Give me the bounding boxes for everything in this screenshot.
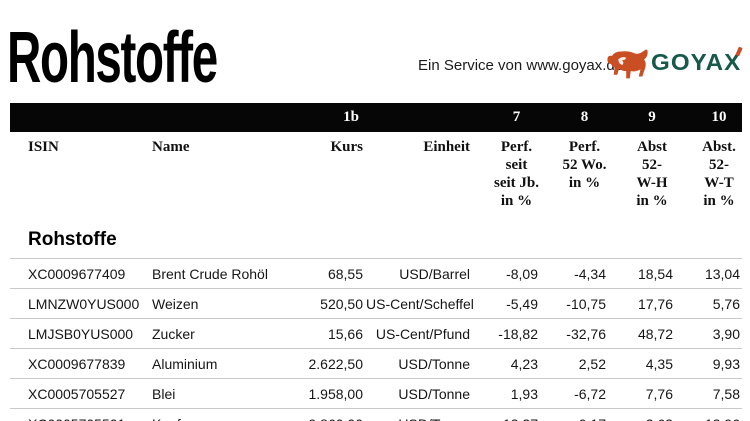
cell-perf-seit-jb: 4,23 xyxy=(472,348,540,379)
bar-number-9: 9 xyxy=(608,103,675,132)
cell-name: Kupfer xyxy=(150,408,300,421)
page-title: Rohstoffe xyxy=(7,18,218,98)
cell-kurs: 2.622,50 xyxy=(300,348,365,379)
cell-perf-52wo: 2,52 xyxy=(540,348,608,379)
table-row: LMNZW0YUS000 Weizen 520,50 US-Cent/Schef… xyxy=(10,288,742,319)
cell-abst-52wh: 18,54 xyxy=(608,258,675,289)
header-isin: ISIN xyxy=(28,139,59,155)
cell-isin: XC0009677409 xyxy=(10,258,150,289)
cell-name: Brent Crude Rohöl xyxy=(150,258,300,289)
bar-number-7: 7 xyxy=(472,103,540,132)
cell-kurs: 520,50 xyxy=(300,288,365,319)
cell-einheit: USD/Tonne xyxy=(365,348,472,379)
bar-cell-name xyxy=(150,103,300,132)
cell-perf-seit-jb: 13,27 xyxy=(472,408,540,421)
bar-cell-isin xyxy=(10,103,150,132)
table-row: XC0009677839 Aluminium 2.622,50 USD/Tonn… xyxy=(10,348,742,379)
cell-kurs: 15,66 xyxy=(300,318,365,349)
bar-cell-einheit xyxy=(365,103,472,132)
header-perf-seit-jb: Perf. seit seit Jb. in % xyxy=(494,139,539,209)
service-text: Ein Service von www.goyax.de xyxy=(418,57,624,74)
bar-number-8: 8 xyxy=(540,103,608,132)
header-abst-52wh: Abst 52- W-H in % xyxy=(636,139,668,209)
cell-name: Weizen xyxy=(150,288,300,319)
cell-abst-52wt: 13,04 xyxy=(675,258,742,289)
column-number-bar: 1b 7 8 9 10 xyxy=(10,103,742,132)
section-heading: Rohstoffe xyxy=(28,229,117,250)
cell-isin: LMJSB0YUS000 xyxy=(10,318,150,349)
cell-abst-52wh: 17,76 xyxy=(608,288,675,319)
cell-einheit: US-Cent/Scheffel xyxy=(365,288,474,319)
cell-perf-52wo: -32,76 xyxy=(540,318,608,349)
cell-abst-52wt: 3,90 xyxy=(675,318,742,349)
table-row: XC0009677409 Brent Crude Rohöl 68,55 USD… xyxy=(10,258,742,289)
table-row: XC0005705527 Blei 1.958,00 USD/Tonne 1,9… xyxy=(10,378,742,409)
cell-einheit: USD/Tonne xyxy=(365,378,472,409)
cell-perf-seit-jb: -18,82 xyxy=(472,318,540,349)
cell-kurs: 68,55 xyxy=(300,258,365,289)
cell-abst-52wh: 2,63 xyxy=(608,408,675,421)
cell-abst-52wt: 5,76 xyxy=(675,288,742,319)
goyax-logo: GOYAX xyxy=(606,44,748,84)
cell-kurs: 1.958,00 xyxy=(300,378,365,409)
cell-abst-52wh: 48,72 xyxy=(608,318,675,349)
header-perf-52wo: Perf. 52 Wo. in % xyxy=(562,139,607,191)
cell-isin: XC0005705527 xyxy=(10,378,150,409)
goyax-logo-text: GOYAX xyxy=(651,49,742,75)
cell-perf-52wo: -6,72 xyxy=(540,378,608,409)
bar-number-kurs: 1b xyxy=(300,103,365,132)
table-row: XC0005705501 Kupfer 9.860,00 USD/Tonne 1… xyxy=(10,408,742,421)
cell-perf-52wo: 0,17 xyxy=(540,408,608,421)
cell-name: Blei xyxy=(150,378,300,409)
bar-number-10: 10 xyxy=(675,103,742,132)
table-row: LMJSB0YUS000 Zucker 15,66 US-Cent/Pfund … xyxy=(10,318,742,349)
cell-abst-52wh: 4,35 xyxy=(608,348,675,379)
cell-abst-52wh: 7,76 xyxy=(608,378,675,409)
header-kurs: Kurs xyxy=(330,139,363,155)
cell-isin: XC0009677839 xyxy=(10,348,150,379)
cell-einheit: USD/Barrel xyxy=(365,258,472,289)
cell-isin: XC0005705501 xyxy=(10,408,150,421)
cell-name: Zucker xyxy=(150,318,300,349)
bull-icon xyxy=(607,49,648,79)
commodities-table: 1b 7 8 9 10 ISIN Name Kurs Einheit Perf.… xyxy=(10,103,742,421)
cell-einheit: US-Cent/Pfund xyxy=(365,318,472,349)
cell-perf-seit-jb: -5,49 xyxy=(472,288,540,319)
cell-perf-52wo: -10,75 xyxy=(540,288,608,319)
header-abst-52wt: Abst. 52- W-T in % xyxy=(702,139,736,209)
cell-perf-seit-jb: -8,09 xyxy=(472,258,540,289)
header-einheit: Einheit xyxy=(423,139,470,155)
cell-kurs: 9.860,00 xyxy=(300,408,365,421)
header-name: Name xyxy=(152,139,190,155)
cell-einheit: USD/Tonne xyxy=(365,408,472,421)
cell-perf-seit-jb: 1,93 xyxy=(472,378,540,409)
table-body: 1b 7 8 9 10 ISIN Name Kurs Einheit Perf.… xyxy=(10,103,742,421)
cell-abst-52wt: 9,93 xyxy=(675,348,742,379)
cell-perf-52wo: -4,34 xyxy=(540,258,608,289)
cell-name: Aluminium xyxy=(150,348,300,379)
cell-isin: LMNZW0YUS000 xyxy=(10,288,150,319)
cell-abst-52wt: 13,96 xyxy=(675,408,742,421)
cell-abst-52wt: 7,58 xyxy=(675,378,742,409)
section-heading-row: Rohstoffe xyxy=(10,211,742,259)
table-header-row: ISIN Name Kurs Einheit Perf. seit seit J… xyxy=(10,132,742,211)
